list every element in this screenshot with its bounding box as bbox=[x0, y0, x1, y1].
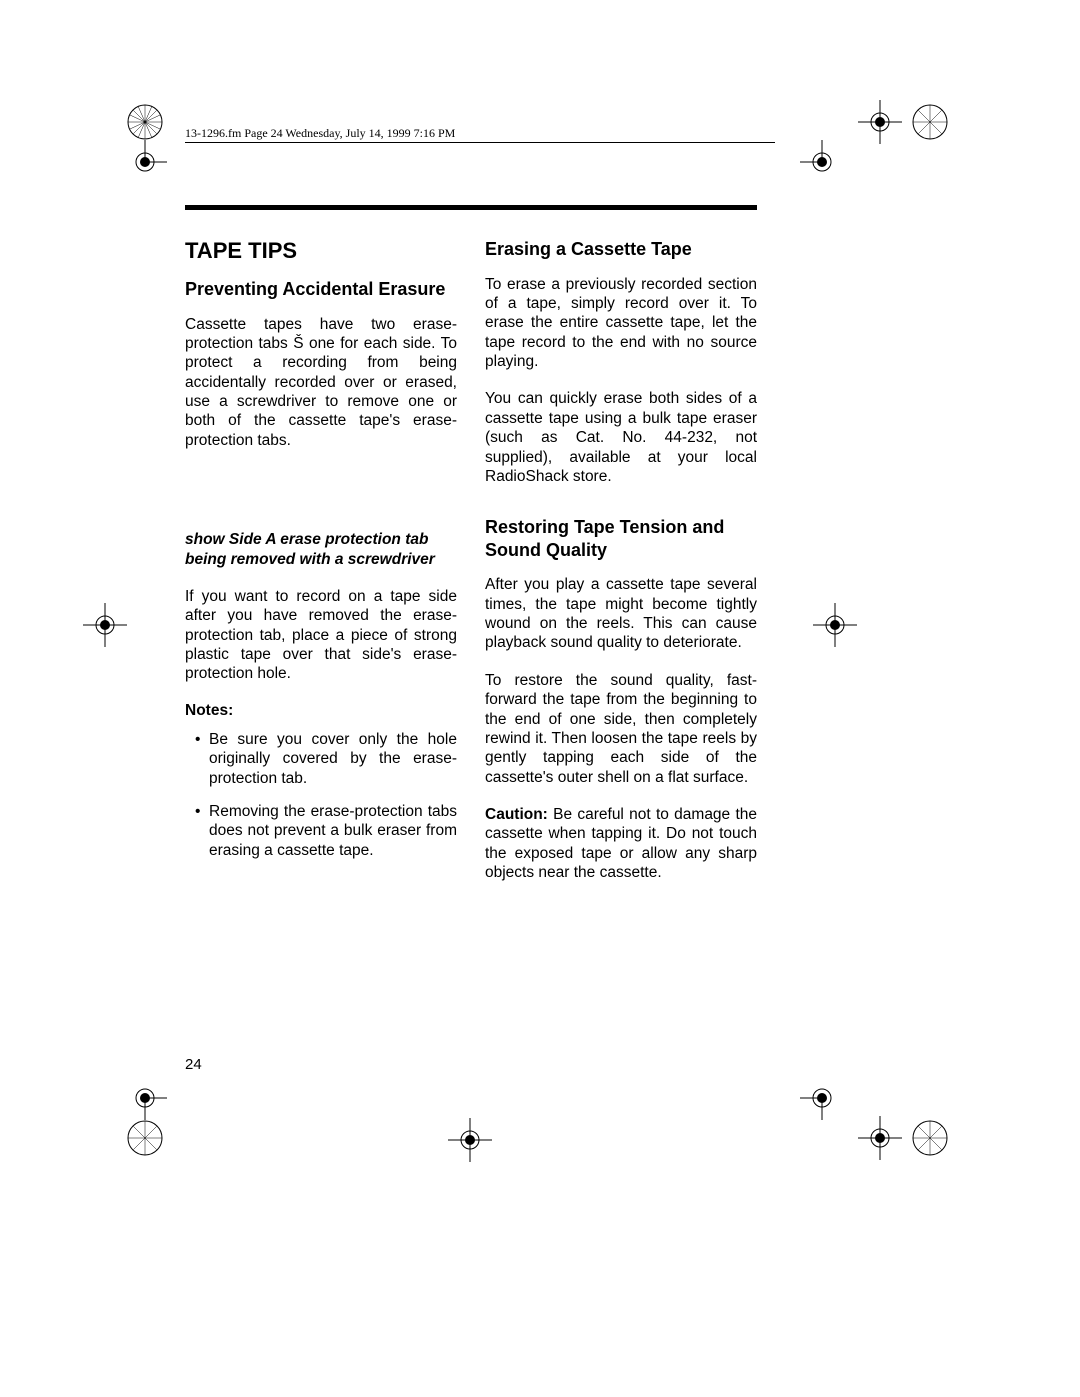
body-paragraph: You can quickly erase both sides of a ca… bbox=[485, 389, 757, 486]
figure-placeholder-gap bbox=[185, 468, 457, 530]
page-title: TAPE TIPS bbox=[185, 238, 457, 264]
crop-mark-left-mid bbox=[80, 600, 130, 650]
header-rule bbox=[185, 142, 775, 143]
left-column: TAPE TIPS Preventing Accidental Erasure … bbox=[185, 238, 457, 901]
crop-mark-bottom-left bbox=[125, 1080, 185, 1160]
crop-mark-top-right bbox=[800, 100, 950, 180]
page-number: 24 bbox=[185, 1056, 202, 1073]
figure-caption: show Side A erase protection tab being r… bbox=[185, 530, 457, 569]
right-column: Erasing a Cassette Tape To erase a previ… bbox=[485, 238, 757, 901]
body-paragraph: After you play a cassette tape several t… bbox=[485, 575, 757, 653]
crop-mark-top-left bbox=[125, 100, 185, 180]
heading-restoring-tension: Restoring Tape Tension and Sound Quality bbox=[485, 516, 757, 561]
heading-preventing-erasure: Preventing Accidental Erasure bbox=[185, 278, 457, 301]
crop-mark-bottom-right bbox=[800, 1080, 950, 1160]
caution-label: Caution: bbox=[485, 806, 548, 823]
notes-list: Be sure you cover only the hole original… bbox=[185, 730, 457, 860]
body-paragraph: Cassette tapes have two erase-protection… bbox=[185, 315, 457, 451]
caution-paragraph: Caution: Be careful not to damage the ca… bbox=[485, 805, 757, 883]
list-item: Removing the erase-protection tabs does … bbox=[185, 802, 457, 860]
content-area: TAPE TIPS Preventing Accidental Erasure … bbox=[185, 238, 757, 901]
section-rule bbox=[185, 205, 757, 210]
running-head: 13-1296.fm Page 24 Wednesday, July 14, 1… bbox=[185, 126, 455, 141]
notes-label: Notes: bbox=[185, 702, 457, 720]
body-paragraph: To erase a previously recorded section o… bbox=[485, 275, 757, 372]
crop-mark-right-mid bbox=[810, 600, 860, 650]
crop-mark-bottom-center bbox=[445, 1115, 495, 1165]
body-paragraph: To restore the sound quality, fast-forwa… bbox=[485, 671, 757, 787]
heading-erasing-tape: Erasing a Cassette Tape bbox=[485, 238, 757, 261]
body-paragraph: If you want to record on a tape side aft… bbox=[185, 587, 457, 684]
list-item: Be sure you cover only the hole original… bbox=[185, 730, 457, 788]
